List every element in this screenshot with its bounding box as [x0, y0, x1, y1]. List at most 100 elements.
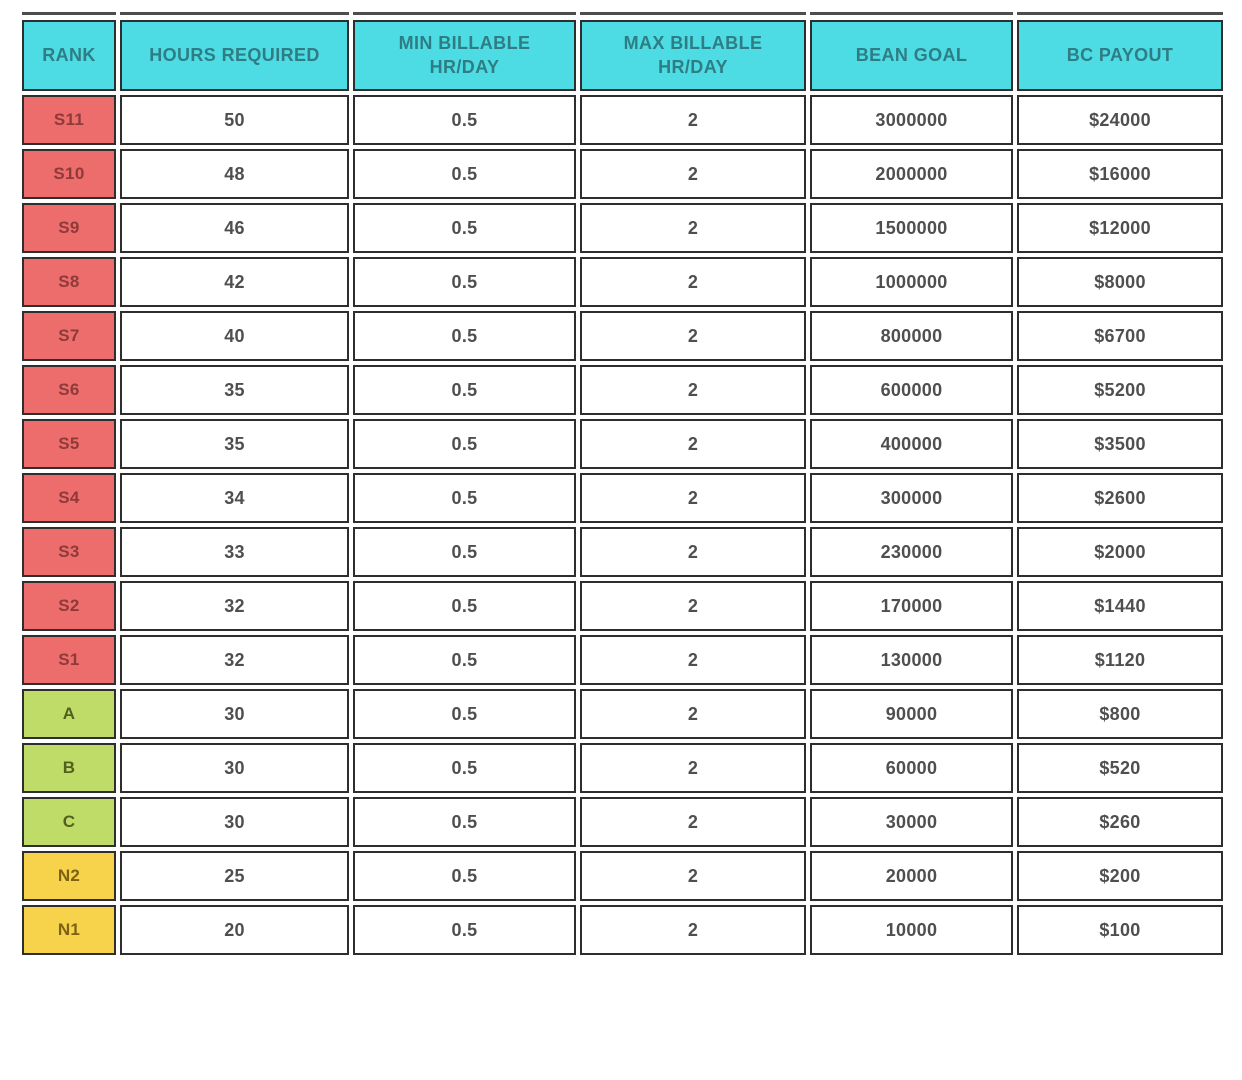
min-billable-cell: 0.5 [353, 203, 576, 253]
rank-cell: S2 [22, 581, 116, 631]
hours-required-cell: 35 [120, 365, 349, 415]
max-billable-cell: 2 [580, 851, 806, 901]
bean-goal-cell: 230000 [810, 527, 1013, 577]
column-header-bc-payout: BC PAYOUT [1017, 20, 1223, 91]
bean-goal-cell: 10000 [810, 905, 1013, 955]
bc-payout-cell: $8000 [1017, 257, 1223, 307]
table-row: S5 35 0.5 2 400000 $3500 [22, 419, 1242, 469]
hours-required-cell: 30 [120, 743, 349, 793]
rank-cell: S5 [22, 419, 116, 469]
min-billable-cell: 0.5 [353, 635, 576, 685]
min-billable-cell: 0.5 [353, 797, 576, 847]
max-billable-cell: 2 [580, 635, 806, 685]
bc-payout-cell: $2000 [1017, 527, 1223, 577]
hours-required-cell: 40 [120, 311, 349, 361]
rank-cell: S6 [22, 365, 116, 415]
bean-goal-cell: 1000000 [810, 257, 1013, 307]
max-billable-cell: 2 [580, 365, 806, 415]
hours-required-cell: 46 [120, 203, 349, 253]
bc-payout-cell: $100 [1017, 905, 1223, 955]
max-billable-cell: 2 [580, 203, 806, 253]
bc-payout-cell: $520 [1017, 743, 1223, 793]
min-billable-cell: 0.5 [353, 581, 576, 631]
max-billable-cell: 2 [580, 419, 806, 469]
column-header-bean-goal: BEAN GOAL [810, 20, 1013, 91]
min-billable-cell: 0.5 [353, 851, 576, 901]
table-row: B 30 0.5 2 60000 $520 [22, 743, 1242, 793]
bc-payout-cell: $12000 [1017, 203, 1223, 253]
max-billable-cell: 2 [580, 257, 806, 307]
min-billable-cell: 0.5 [353, 473, 576, 523]
hours-required-cell: 33 [120, 527, 349, 577]
min-billable-cell: 0.5 [353, 743, 576, 793]
bc-payout-cell: $3500 [1017, 419, 1223, 469]
table-row: S3 33 0.5 2 230000 $2000 [22, 527, 1242, 577]
bean-goal-cell: 90000 [810, 689, 1013, 739]
rank-cell: S4 [22, 473, 116, 523]
bean-goal-cell: 3000000 [810, 95, 1013, 145]
table-row: S6 35 0.5 2 600000 $5200 [22, 365, 1242, 415]
min-billable-cell: 0.5 [353, 365, 576, 415]
table-header-row: RANK HOURS REQUIRED MIN BILLABLE HR/DAY … [22, 20, 1242, 91]
bc-payout-cell: $800 [1017, 689, 1223, 739]
bean-goal-cell: 1500000 [810, 203, 1013, 253]
rank-cell: C [22, 797, 116, 847]
table-row: S11 50 0.5 2 3000000 $24000 [22, 95, 1242, 145]
rank-cell: S8 [22, 257, 116, 307]
hours-required-cell: 30 [120, 689, 349, 739]
column-header-label: RANK [42, 44, 96, 65]
max-billable-cell: 2 [580, 149, 806, 199]
bean-goal-cell: 600000 [810, 365, 1013, 415]
bc-payout-cell: $2600 [1017, 473, 1223, 523]
bean-goal-cell: 170000 [810, 581, 1013, 631]
max-billable-cell: 2 [580, 311, 806, 361]
column-header-min-billable: MIN BILLABLE HR/DAY [353, 20, 576, 91]
max-billable-cell: 2 [580, 95, 806, 145]
min-billable-cell: 0.5 [353, 689, 576, 739]
hours-required-cell: 35 [120, 419, 349, 469]
table-row: N2 25 0.5 2 20000 $200 [22, 851, 1242, 901]
bc-payout-cell: $200 [1017, 851, 1223, 901]
bean-goal-cell: 30000 [810, 797, 1013, 847]
table-row: S4 34 0.5 2 300000 $2600 [22, 473, 1242, 523]
rank-cell: N1 [22, 905, 116, 955]
table-body: S11 50 0.5 2 3000000 $24000 S10 48 0.5 2 2000000 $1… [22, 95, 1242, 955]
cropped-cell-border [120, 12, 349, 15]
rank-cell: A [22, 689, 116, 739]
table-row: A 30 0.5 2 90000 $800 [22, 689, 1242, 739]
min-billable-cell: 0.5 [353, 95, 576, 145]
rank-cell: S11 [22, 95, 116, 145]
bc-payout-cell: $260 [1017, 797, 1223, 847]
min-billable-cell: 0.5 [353, 311, 576, 361]
bc-payout-cell: $6700 [1017, 311, 1223, 361]
hours-required-cell: 32 [120, 581, 349, 631]
hours-required-cell: 34 [120, 473, 349, 523]
column-header-label: HOURS REQUIRED [149, 44, 320, 65]
table-row: S7 40 0.5 2 800000 $6700 [22, 311, 1242, 361]
cropped-cell-border [1017, 12, 1223, 15]
bc-payout-cell: $1120 [1017, 635, 1223, 685]
cropped-row-sliver [22, 12, 1242, 15]
column-header-hours-required: HOURS REQUIRED [120, 20, 349, 91]
rank-payout-table: RANK HOURS REQUIRED MIN BILLABLE HR/DAY … [22, 12, 1242, 955]
bean-goal-cell: 20000 [810, 851, 1013, 901]
table-row: S9 46 0.5 2 1500000 $12000 [22, 203, 1242, 253]
column-header-label: MIN BILLABLE HR/DAY [398, 33, 531, 77]
rank-cell: S1 [22, 635, 116, 685]
bean-goal-cell: 800000 [810, 311, 1013, 361]
bean-goal-cell: 300000 [810, 473, 1013, 523]
min-billable-cell: 0.5 [353, 257, 576, 307]
max-billable-cell: 2 [580, 581, 806, 631]
bean-goal-cell: 130000 [810, 635, 1013, 685]
hours-required-cell: 25 [120, 851, 349, 901]
bc-payout-cell: $1440 [1017, 581, 1223, 631]
bean-goal-cell: 400000 [810, 419, 1013, 469]
rank-cell: S3 [22, 527, 116, 577]
table-row: N1 20 0.5 2 10000 $100 [22, 905, 1242, 955]
table-row: S10 48 0.5 2 2000000 $16000 [22, 149, 1242, 199]
cropped-cell-border [22, 12, 116, 15]
min-billable-cell: 0.5 [353, 149, 576, 199]
cropped-cell-border [810, 12, 1013, 15]
max-billable-cell: 2 [580, 473, 806, 523]
min-billable-cell: 0.5 [353, 419, 576, 469]
